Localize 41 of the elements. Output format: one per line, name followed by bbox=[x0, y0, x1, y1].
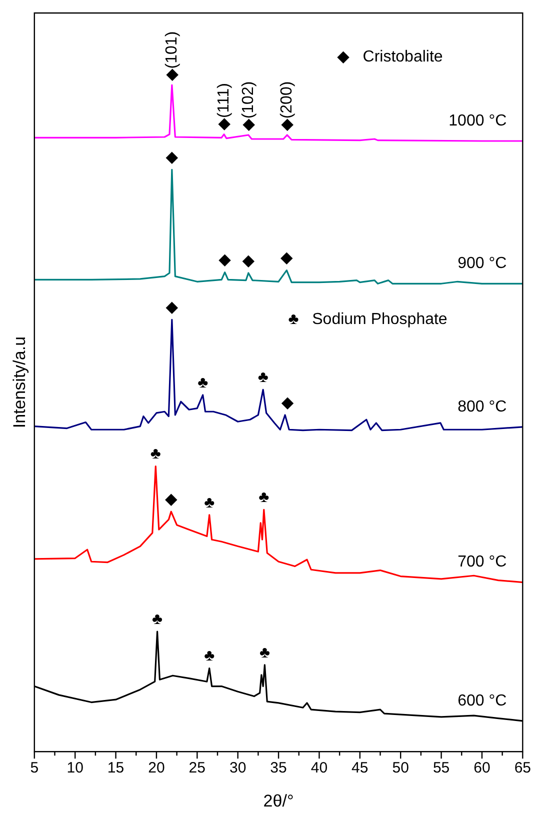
annotation: ♣ bbox=[198, 374, 209, 392]
x-tick-label: 5 bbox=[30, 760, 39, 777]
x-tick-label: 20 bbox=[148, 760, 165, 777]
annotation: ◆(102) bbox=[240, 81, 257, 131]
series-label: 1000 °C bbox=[448, 112, 507, 130]
annotation: ◆ bbox=[280, 250, 294, 267]
annotation: ◆(200) bbox=[278, 81, 296, 131]
annotation: ◆ bbox=[218, 252, 232, 269]
series-label: 800 °C bbox=[458, 398, 507, 416]
annotation: ◆(111) bbox=[215, 83, 232, 130]
annotation: ◆ bbox=[166, 299, 179, 316]
x-tick-label: 60 bbox=[474, 760, 490, 777]
annotation: ♣ bbox=[259, 644, 270, 662]
x-tick-label: 55 bbox=[432, 760, 450, 777]
series-label: 900 °C bbox=[458, 255, 507, 272]
annotation: ♣ Sodium Phosphate bbox=[288, 310, 448, 328]
annotation: ◆(101) bbox=[163, 31, 180, 81]
text: ◆ Cristobalite bbox=[337, 48, 443, 66]
annotation: ♣ bbox=[150, 446, 162, 463]
x-axis-title: 2θ/° bbox=[263, 791, 294, 810]
annotation: ♣ bbox=[258, 489, 270, 506]
x-tick-label: 30 bbox=[229, 760, 246, 777]
x-tick-label: 35 bbox=[270, 760, 287, 777]
x-tick-label: 25 bbox=[188, 760, 206, 777]
x-tick-label: 10 bbox=[66, 760, 84, 777]
annotation: ◆ bbox=[281, 394, 294, 412]
x-tick-label: 45 bbox=[352, 760, 368, 777]
annotation: ◆ bbox=[166, 149, 179, 166]
x-tick-label: 40 bbox=[310, 760, 328, 777]
annotation: ♣ bbox=[258, 369, 269, 386]
x-tick-label: 15 bbox=[107, 760, 124, 777]
annotation: ♣ bbox=[204, 494, 216, 512]
annotation: ♣ bbox=[152, 611, 164, 628]
annotation: ◆ bbox=[164, 491, 178, 508]
series-label: 600 °C bbox=[458, 692, 507, 710]
annotation: ◆ bbox=[242, 252, 256, 270]
x-tick-label: 50 bbox=[392, 760, 409, 777]
y-axis-title: Intensity/a.u bbox=[10, 336, 29, 428]
series-label: 700 °C bbox=[458, 554, 507, 571]
annotation: ♣ bbox=[204, 648, 216, 665]
x-tick-label: 65 bbox=[514, 760, 531, 777]
